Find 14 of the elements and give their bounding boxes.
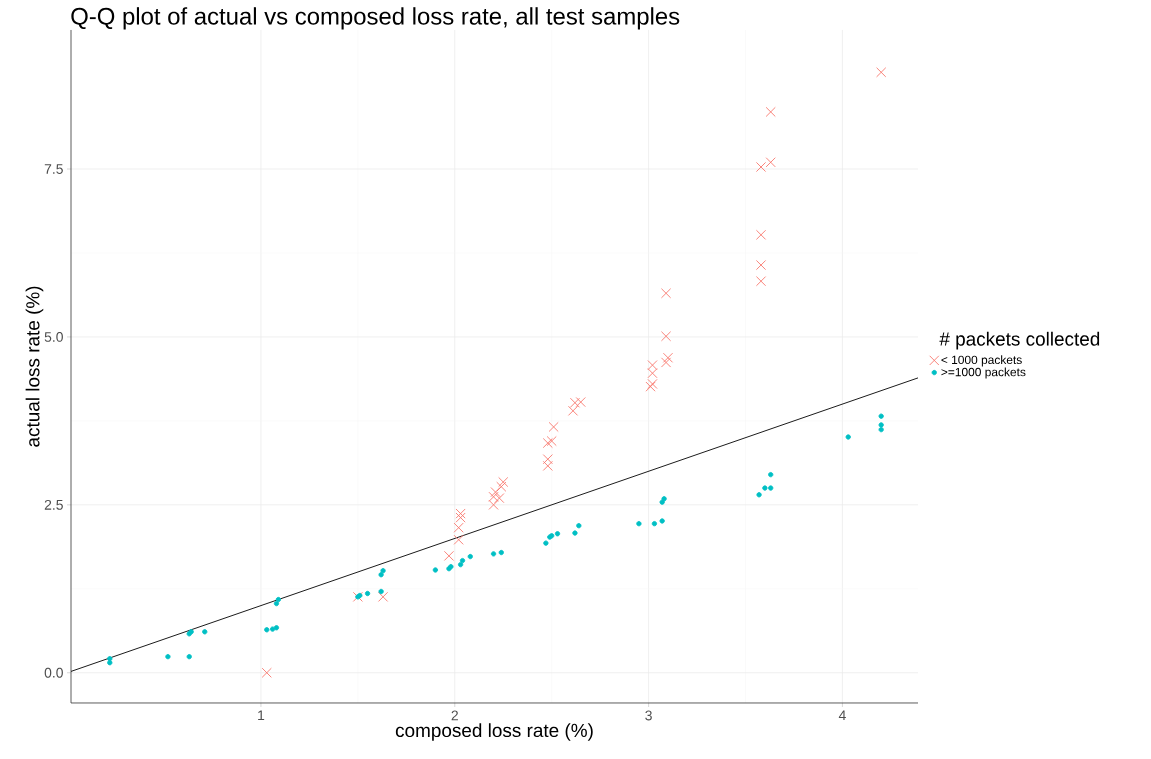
y-tick-label: 7.5 (44, 164, 63, 174)
legend-label: < 1000 packets (941, 355, 1022, 367)
x-tick-label: 4 (838, 710, 846, 721)
x-axis-title: composed loss rate (%) (395, 723, 593, 741)
y-tick-label: 2.5 (44, 499, 63, 510)
x-tick-label: 2 (451, 710, 458, 721)
y-tick-label: 5.0 (44, 331, 63, 342)
y-axis-title: actual loss rate (%) (25, 286, 44, 447)
x-tick-label: 1 (258, 710, 265, 721)
legend-title: # packets collected (939, 331, 1100, 350)
x-tick-label: 3 (645, 710, 652, 721)
legend-label: >=1000 packets (941, 367, 1026, 379)
chart-title: Q-Q plot of actual vs composed loss rate, all test samples (71, 7, 680, 30)
y-tick-label: 0.0 (44, 667, 63, 678)
